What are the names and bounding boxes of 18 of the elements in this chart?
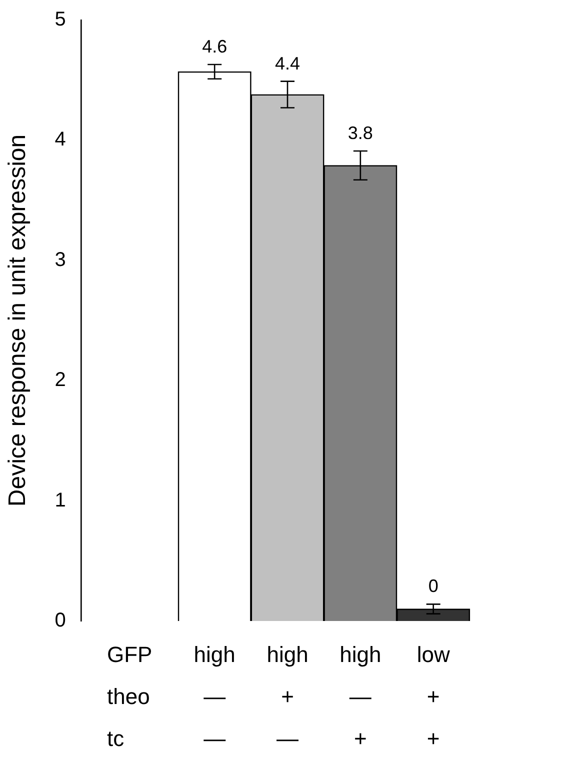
data-label: 0 xyxy=(428,576,438,596)
y-tick-label: 4 xyxy=(54,128,66,151)
x-tick-label: high — — xyxy=(194,642,236,752)
data-label: 4.4 xyxy=(274,53,300,74)
y-tick-label: 2 xyxy=(54,369,66,392)
x-tick-label: high + — xyxy=(266,642,308,752)
data-label: 4.6 xyxy=(202,36,228,56)
y-tick-label: 5 xyxy=(54,8,66,31)
text: GFP xyxy=(107,642,152,668)
text: theo xyxy=(107,684,150,710)
y-tick-label: 0 xyxy=(54,610,66,632)
y-axis-title: Device response in unit expression xyxy=(4,134,32,507)
data-label: 3.8 xyxy=(348,122,373,143)
y-tick-label: 1 xyxy=(54,489,66,512)
text: tc xyxy=(107,726,124,752)
x-tick-label: low + + xyxy=(416,642,450,752)
y-tick-label: 3 xyxy=(54,248,66,271)
x-tick-label: high — + xyxy=(340,642,382,752)
